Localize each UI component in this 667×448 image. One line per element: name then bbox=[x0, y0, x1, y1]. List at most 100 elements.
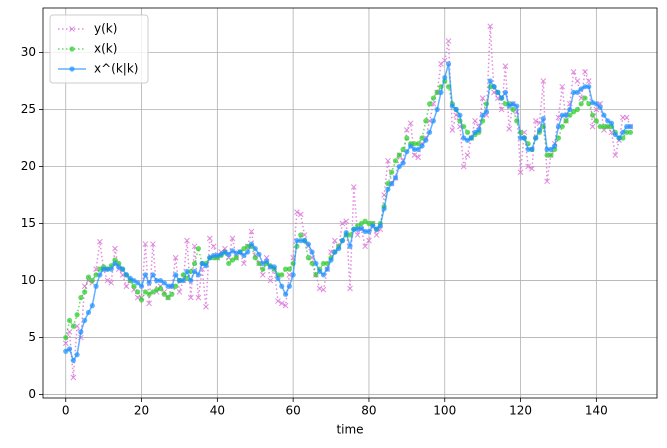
marker bbox=[157, 285, 164, 292]
marker bbox=[517, 135, 524, 141]
plot-area bbox=[62, 23, 634, 381]
marker bbox=[385, 181, 391, 187]
marker bbox=[404, 149, 410, 155]
marker bbox=[203, 263, 209, 269]
marker bbox=[226, 251, 232, 257]
marker bbox=[275, 275, 281, 281]
marker bbox=[97, 272, 103, 278]
marker bbox=[279, 272, 285, 278]
marker bbox=[127, 275, 133, 281]
marker bbox=[593, 101, 599, 107]
marker bbox=[70, 357, 76, 363]
marker bbox=[343, 218, 350, 225]
marker bbox=[123, 283, 130, 290]
marker bbox=[286, 283, 292, 289]
marker bbox=[373, 226, 380, 232]
marker bbox=[464, 129, 471, 135]
marker bbox=[229, 257, 236, 263]
marker bbox=[351, 226, 357, 232]
marker bbox=[82, 317, 88, 324]
marker bbox=[514, 103, 520, 109]
marker bbox=[309, 249, 315, 255]
marker bbox=[623, 114, 630, 121]
marker bbox=[135, 280, 141, 286]
marker bbox=[612, 131, 618, 138]
marker bbox=[112, 245, 118, 252]
marker bbox=[377, 223, 383, 229]
marker bbox=[392, 158, 399, 164]
marker bbox=[297, 211, 304, 218]
marker bbox=[499, 95, 505, 101]
marker bbox=[457, 112, 463, 118]
marker bbox=[472, 129, 478, 135]
marker bbox=[403, 127, 410, 133]
marker bbox=[173, 283, 179, 289]
marker bbox=[449, 127, 456, 133]
marker bbox=[256, 260, 262, 267]
marker bbox=[169, 291, 175, 297]
marker bbox=[358, 225, 364, 231]
marker bbox=[582, 95, 588, 101]
y-tick-label: 20 bbox=[21, 159, 36, 173]
marker bbox=[169, 283, 175, 289]
marker bbox=[313, 260, 319, 267]
marker bbox=[521, 135, 527, 141]
marker bbox=[442, 74, 448, 81]
marker bbox=[70, 323, 76, 329]
marker bbox=[381, 206, 387, 212]
marker bbox=[172, 254, 179, 261]
marker bbox=[574, 89, 581, 95]
marker bbox=[460, 163, 467, 170]
marker bbox=[396, 152, 402, 158]
marker bbox=[320, 260, 327, 267]
marker bbox=[396, 163, 402, 170]
marker bbox=[544, 146, 550, 153]
marker bbox=[533, 135, 539, 141]
marker bbox=[487, 23, 494, 30]
marker bbox=[123, 272, 129, 278]
marker bbox=[559, 83, 566, 90]
marker bbox=[298, 232, 304, 238]
marker bbox=[529, 146, 535, 153]
marker bbox=[229, 235, 236, 242]
marker bbox=[241, 260, 247, 267]
marker bbox=[278, 300, 285, 307]
marker bbox=[138, 283, 145, 289]
marker bbox=[210, 252, 217, 259]
marker bbox=[93, 266, 99, 272]
marker bbox=[328, 249, 334, 255]
marker bbox=[187, 294, 194, 301]
marker bbox=[392, 175, 399, 181]
marker bbox=[301, 232, 308, 238]
marker bbox=[540, 116, 546, 122]
marker bbox=[305, 255, 311, 261]
marker bbox=[131, 277, 137, 284]
marker bbox=[161, 291, 167, 297]
marker bbox=[601, 112, 607, 118]
marker bbox=[495, 89, 501, 95]
marker bbox=[502, 63, 509, 70]
marker bbox=[366, 228, 372, 235]
marker bbox=[138, 297, 145, 303]
marker bbox=[192, 260, 198, 267]
marker bbox=[301, 238, 308, 244]
marker bbox=[336, 246, 342, 252]
marker bbox=[411, 152, 418, 158]
marker bbox=[529, 165, 535, 172]
marker bbox=[63, 348, 69, 354]
marker bbox=[483, 109, 490, 115]
marker bbox=[449, 103, 455, 109]
x-tick-label: 80 bbox=[361, 404, 376, 418]
marker bbox=[423, 137, 429, 143]
marker bbox=[555, 123, 562, 130]
marker bbox=[108, 279, 115, 286]
marker bbox=[408, 143, 414, 149]
legend-label: x(k) bbox=[94, 42, 117, 56]
marker bbox=[142, 289, 148, 295]
marker bbox=[332, 249, 338, 255]
marker bbox=[476, 127, 482, 133]
marker bbox=[415, 141, 421, 147]
marker bbox=[608, 120, 615, 126]
marker bbox=[165, 283, 171, 289]
marker bbox=[366, 220, 372, 227]
